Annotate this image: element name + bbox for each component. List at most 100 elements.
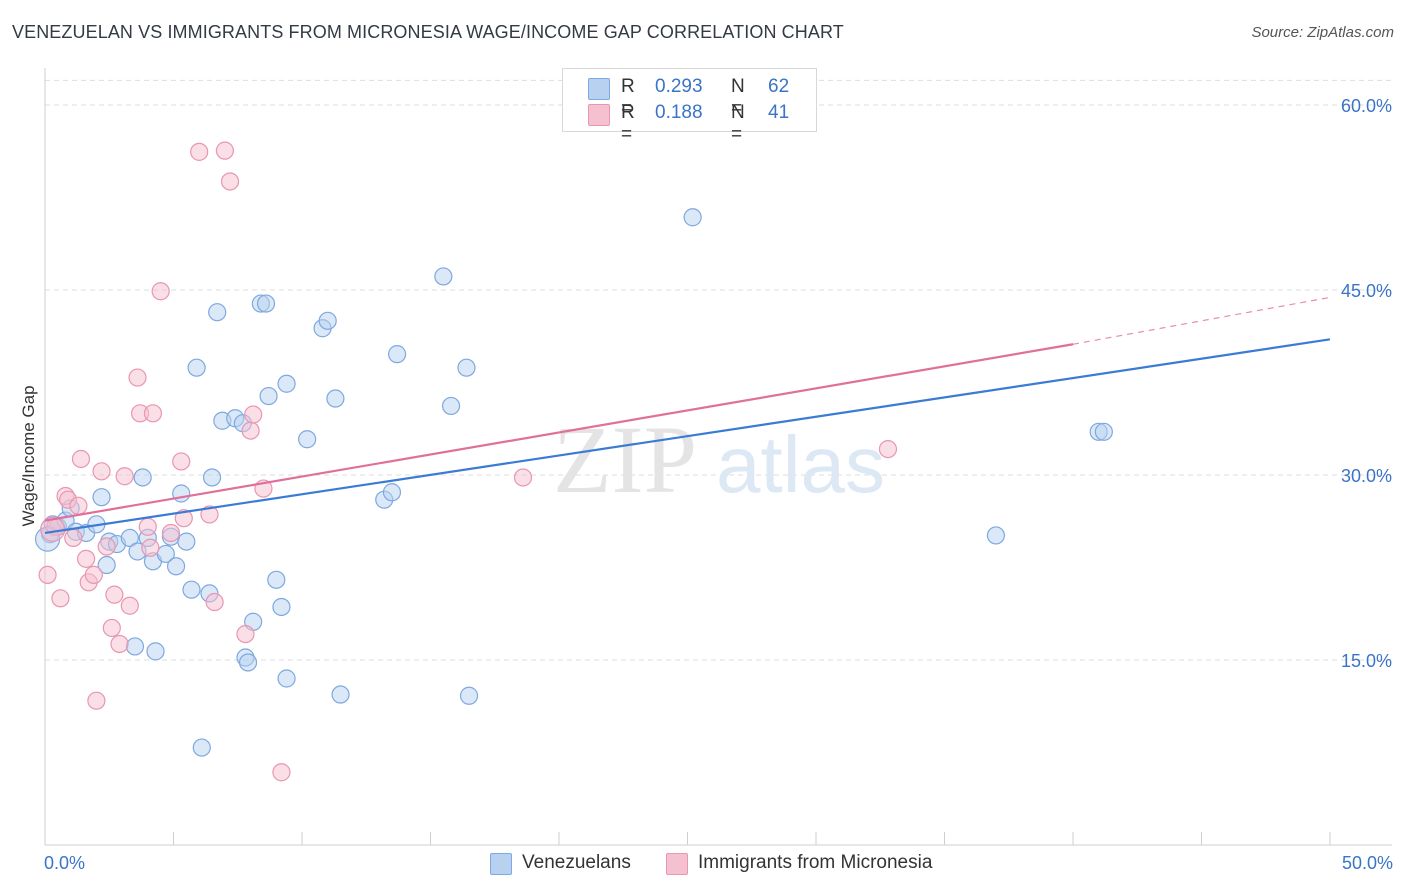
micronesia-point: [64, 528, 83, 548]
venezuelan-point: [208, 303, 227, 322]
legend-n-value: 41: [768, 102, 790, 123]
legend-r-value: 0.293: [655, 76, 703, 97]
micronesia-point: [172, 452, 191, 471]
bottom-legend-swatch-blue: [490, 853, 512, 875]
micronesia-point: [120, 596, 139, 615]
venezuelan-point: [182, 580, 201, 599]
micronesia-point: [128, 368, 147, 387]
venezuelan-point: [986, 526, 1006, 545]
micronesia-point: [236, 624, 255, 644]
venezuelan-point: [192, 738, 211, 757]
watermark-zip: ZIP: [553, 406, 697, 513]
micronesia-point: [244, 405, 263, 424]
micronesia-trend-extension: [1072, 296, 1331, 345]
venezuelan-point: [683, 208, 702, 227]
bottom-legend-label: Venezuelans: [522, 852, 631, 873]
micronesia-point: [110, 634, 129, 654]
micronesia-point: [51, 589, 70, 608]
legend-swatch-blue: [588, 78, 610, 100]
legend-r-label: R =: [621, 76, 635, 119]
venezuelan-point: [387, 345, 407, 364]
venezuelan-point: [133, 468, 152, 487]
micronesia-point: [143, 404, 163, 423]
micronesia-point: [220, 172, 240, 191]
watermark: ZIP atlas: [553, 406, 885, 513]
venezuelan-point: [277, 669, 296, 688]
micronesia-point: [97, 537, 116, 556]
micronesia-point: [272, 763, 291, 782]
micronesia-point: [174, 509, 193, 528]
venezuelan-point: [256, 294, 276, 313]
x-tick-label-min: 0.0%: [44, 853, 85, 873]
venezuelan-point: [318, 311, 337, 330]
venezuelan-point: [267, 570, 286, 589]
venezuelan-point: [187, 358, 206, 377]
micronesia-point: [200, 505, 219, 524]
micronesia-point: [878, 440, 898, 459]
micronesia-point: [205, 592, 224, 612]
y-tick-label: 30.0%: [1341, 466, 1392, 486]
micronesia-point: [241, 421, 260, 440]
venezuelan-point: [457, 358, 476, 377]
venezuelan-point: [97, 555, 116, 575]
venezuelan-point: [459, 686, 479, 705]
trend-lines: [44, 296, 1331, 535]
legend-n-value: 62: [768, 76, 790, 97]
chart-title: VENEZUELAN VS IMMIGRANTS FROM MICRONESIA…: [12, 22, 844, 42]
tick-labels: 15.0% 30.0% 45.0% 60.0% 0.0% 50.0%: [44, 96, 1393, 873]
legend-n-label: N =: [731, 102, 745, 145]
venezuelan-point: [277, 374, 296, 393]
venezuelan-point: [125, 637, 145, 656]
axes: [44, 68, 1392, 846]
x-tick-label-max: 50.0%: [1342, 853, 1393, 873]
venezuelan-point: [120, 528, 139, 548]
venezuelan-point: [259, 386, 278, 406]
y-tick-label: 60.0%: [1341, 96, 1392, 116]
micronesia-point: [69, 496, 88, 515]
micronesia-point: [215, 141, 234, 160]
y-axis-label: Wage/Income Gap: [19, 385, 38, 526]
watermark-atlas: atlas: [716, 420, 885, 509]
micronesia-point: [151, 282, 170, 301]
venezuelan-point: [202, 468, 222, 487]
legend-r-label: R =: [621, 102, 635, 145]
venezuelan-point: [238, 653, 258, 672]
grid-lines: [45, 79, 1392, 661]
micronesia-point: [84, 565, 103, 585]
venezuelan-point: [441, 396, 461, 416]
source-label: Source: ZipAtlas.com: [1251, 24, 1394, 41]
venezuelan-point: [272, 597, 291, 617]
venezuelan-point: [1094, 422, 1113, 441]
micronesia-point: [92, 462, 111, 481]
micronesia-point: [38, 565, 57, 585]
legend-swatch-pink: [588, 104, 610, 126]
micronesia-point: [102, 618, 121, 638]
micronesia-point: [77, 549, 96, 568]
venezuelan-point: [298, 430, 317, 449]
venezuelan-point: [331, 685, 350, 704]
correlation-legend: R = 0.293 N = 62 R = 0.188 N = 41: [562, 68, 817, 145]
y-tick-label: 45.0%: [1341, 281, 1392, 301]
micronesia-point: [161, 523, 181, 543]
bottom-legend-swatch-pink: [666, 853, 688, 875]
venezuelan-point: [146, 642, 165, 661]
venezuelan-point: [177, 532, 196, 551]
venezuelan-point: [156, 544, 175, 564]
micronesia-point: [141, 538, 160, 557]
micronesia-point: [513, 468, 533, 487]
micronesia-point: [71, 449, 91, 469]
venezuelan-point: [172, 484, 191, 503]
legend-r-value: 0.188: [655, 102, 703, 123]
y-tick-label: 15.0%: [1341, 651, 1392, 671]
bottom-legend-label: Immigrants from Micronesia: [698, 852, 933, 873]
venezuelan-point: [166, 557, 186, 576]
micronesia-point: [87, 691, 106, 710]
micronesia-point: [40, 516, 66, 542]
micronesia-trend-line: [44, 343, 1074, 522]
venezuelan-point: [382, 483, 402, 502]
micronesia-point: [190, 142, 209, 161]
venezuelan-point: [92, 488, 111, 507]
legend-n-label: N =: [731, 76, 745, 119]
micronesia-point: [138, 517, 157, 536]
